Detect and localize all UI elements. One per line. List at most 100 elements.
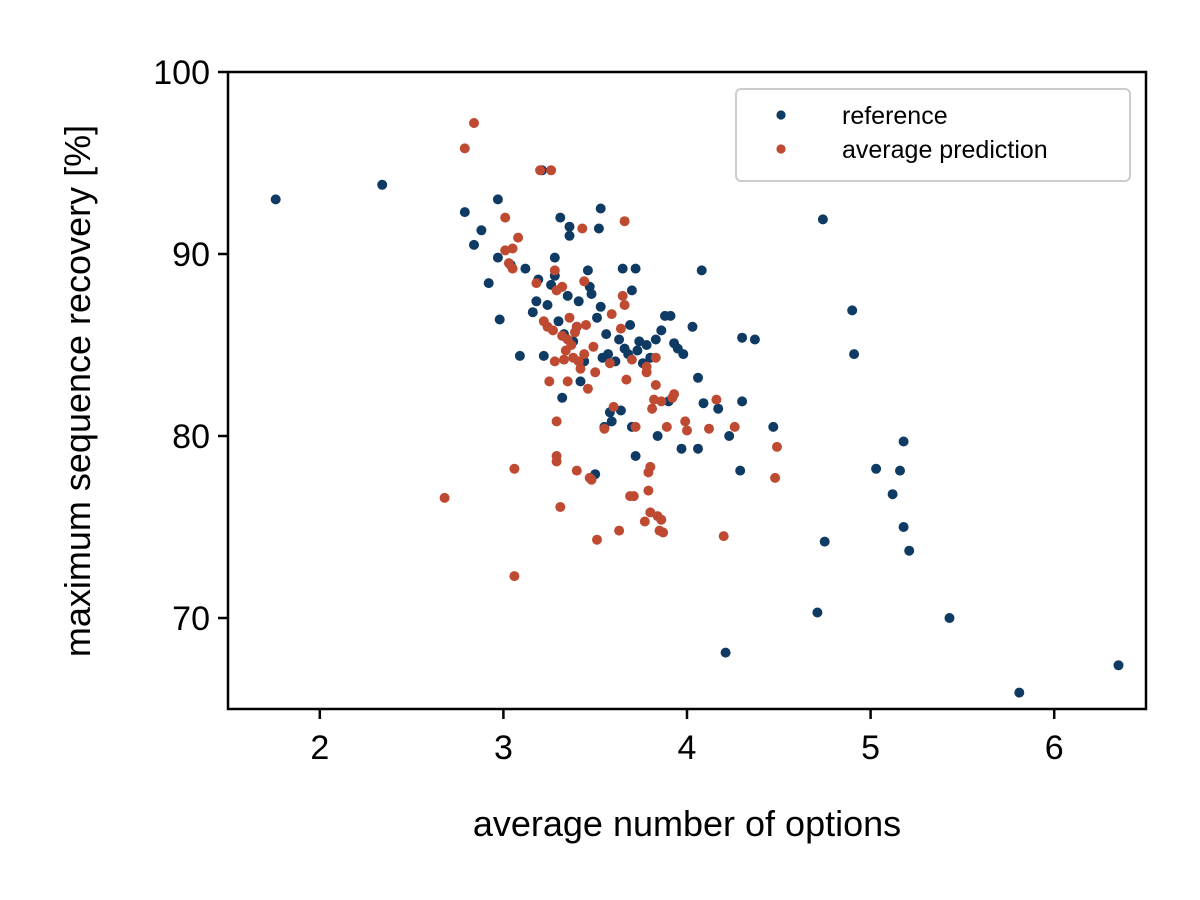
point-average-prediction	[513, 232, 524, 243]
point-reference	[626, 285, 637, 296]
point-average-prediction	[575, 363, 586, 374]
point-average-prediction	[592, 534, 602, 545]
point-average-prediction	[770, 472, 781, 483]
point-average-prediction	[641, 361, 652, 372]
y-axis-label: maximum sequence recovery [%]	[57, 125, 98, 657]
x-tick-label: 4	[678, 729, 697, 767]
point-average-prediction	[661, 421, 672, 432]
point-reference	[582, 265, 593, 276]
legend-box	[735, 88, 1131, 182]
point-average-prediction	[557, 281, 568, 292]
point-average-prediction	[718, 531, 729, 542]
point-average-prediction	[656, 396, 667, 407]
point-average-prediction	[549, 356, 560, 367]
point-reference	[625, 320, 636, 330]
point-average-prediction	[439, 492, 450, 503]
point-reference	[904, 545, 915, 556]
point-reference	[542, 300, 553, 310]
point-average-prediction	[621, 374, 632, 385]
point-average-prediction	[645, 461, 656, 472]
point-average-prediction	[571, 321, 582, 332]
point-average-prediction	[571, 465, 582, 476]
point-reference	[557, 392, 568, 403]
point-average-prediction	[647, 403, 658, 414]
point-reference	[564, 221, 575, 232]
point-average-prediction	[628, 491, 639, 502]
point-reference	[538, 350, 549, 361]
point-reference	[720, 647, 731, 658]
point-reference	[377, 179, 388, 190]
x-tick-label: 6	[1045, 729, 1064, 767]
legend: reference average prediction	[735, 88, 1131, 182]
point-average-prediction	[772, 441, 782, 452]
y-tick-label: 90	[172, 236, 210, 274]
legend-marker-reference	[776, 110, 786, 120]
point-reference	[592, 312, 602, 323]
point-average-prediction	[599, 423, 610, 434]
point-reference	[601, 329, 612, 340]
y-tick-label: 80	[172, 418, 210, 456]
point-reference	[459, 207, 470, 218]
point-average-prediction	[566, 340, 577, 350]
point-average-prediction	[626, 354, 637, 365]
point-average-prediction	[581, 320, 591, 330]
y-tick-label: 70	[172, 600, 210, 638]
x-tick-label: 3	[494, 729, 513, 767]
point-reference	[562, 290, 573, 301]
point-reference	[494, 314, 505, 325]
point-reference	[630, 263, 641, 274]
x-axis: 2 3 4 5 6	[310, 709, 1064, 767]
point-reference	[483, 278, 494, 289]
point-average-prediction	[507, 263, 518, 274]
point-reference	[575, 376, 586, 387]
point-reference	[617, 263, 628, 274]
point-average-prediction	[551, 456, 562, 467]
point-average-prediction	[549, 265, 560, 276]
point-reference	[898, 522, 909, 532]
point-reference	[595, 203, 606, 214]
point-average-prediction	[500, 212, 511, 223]
point-reference	[586, 289, 597, 299]
point-reference	[724, 431, 735, 441]
point-reference	[847, 305, 858, 316]
point-reference	[595, 301, 606, 312]
point-reference	[650, 334, 661, 345]
point-average-prediction	[711, 394, 722, 405]
point-average-prediction	[588, 341, 599, 352]
point-average-prediction	[577, 223, 588, 234]
point-reference	[676, 443, 687, 454]
point-average-prediction	[639, 516, 650, 527]
y-axis: 70 80 90 100	[153, 54, 228, 638]
point-reference	[476, 225, 487, 236]
point-reference	[713, 403, 724, 414]
point-reference	[514, 350, 525, 361]
point-reference	[630, 451, 641, 461]
point-average-prediction	[564, 312, 575, 323]
point-average-prediction	[650, 380, 661, 390]
legend-marker-average-prediction	[776, 144, 786, 154]
point-reference	[693, 443, 703, 454]
x-axis-label: average number of options	[473, 803, 901, 844]
point-reference	[898, 436, 909, 447]
point-reference	[656, 325, 667, 336]
point-reference	[469, 239, 479, 250]
point-reference	[737, 396, 748, 407]
point-reference	[549, 252, 560, 263]
point-reference	[603, 349, 614, 360]
point-average-prediction	[546, 165, 557, 176]
point-reference	[641, 340, 652, 350]
point-reference	[887, 489, 898, 500]
point-reference	[768, 421, 779, 432]
point-reference	[696, 265, 707, 276]
point-average-prediction	[682, 425, 692, 436]
point-average-prediction	[551, 416, 562, 427]
point-reference	[812, 607, 823, 618]
point-average-prediction	[509, 571, 520, 582]
point-reference	[652, 431, 663, 441]
point-average-prediction	[507, 243, 518, 254]
point-average-prediction	[469, 118, 479, 128]
x-tick-label: 2	[310, 729, 329, 767]
point-reference	[614, 334, 625, 345]
point-reference	[819, 536, 830, 547]
